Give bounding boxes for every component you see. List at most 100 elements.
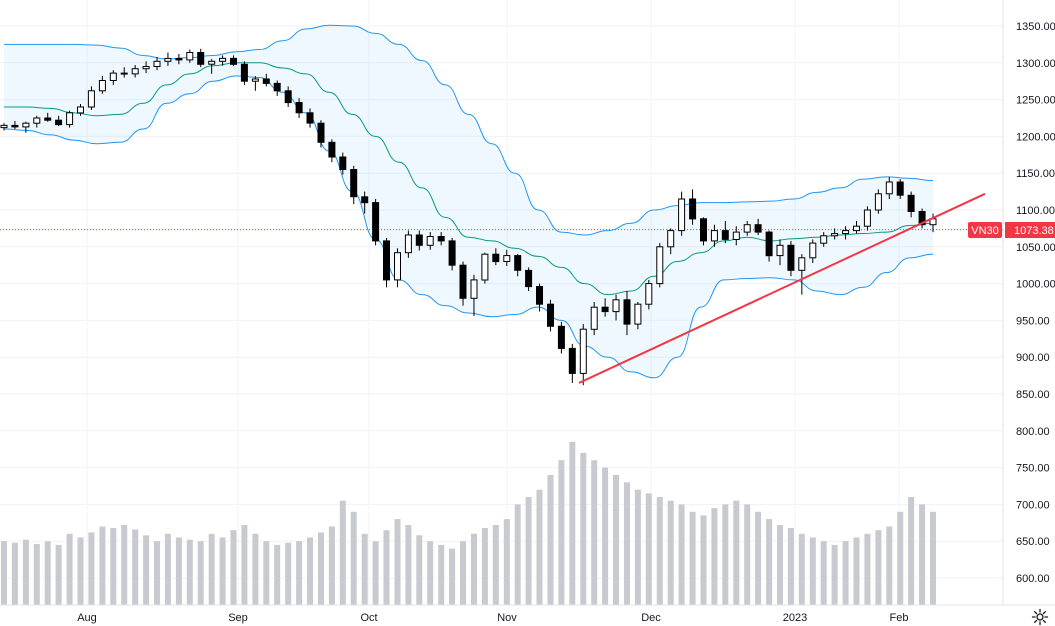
candle[interactable] <box>66 110 74 128</box>
candle[interactable] <box>700 217 707 246</box>
candle[interactable] <box>481 252 489 284</box>
candle[interactable] <box>623 290 631 336</box>
candle[interactable] <box>273 80 281 96</box>
candle[interactable] <box>503 249 511 266</box>
candle[interactable] <box>120 67 128 78</box>
candles[interactable] <box>0 48 937 386</box>
candle[interactable] <box>394 248 401 288</box>
candle[interactable] <box>842 226 850 240</box>
candle[interactable] <box>55 115 63 127</box>
candle[interactable] <box>667 228 675 255</box>
time-tick-label[interactable]: Feb <box>890 612 909 624</box>
candle[interactable] <box>656 243 664 288</box>
trendline-segment[interactable] <box>578 192 986 384</box>
candle[interactable] <box>44 112 52 122</box>
candle[interactable] <box>262 73 270 87</box>
time-axis[interactable]: Aug Sep Oct Nov Dec 2023 Feb <box>77 612 908 624</box>
candle[interactable] <box>208 59 216 74</box>
candle[interactable] <box>164 52 172 66</box>
candle[interactable] <box>601 298 609 317</box>
candle[interactable] <box>853 221 860 234</box>
candle[interactable] <box>798 254 806 295</box>
candle[interactable] <box>874 189 882 214</box>
candle[interactable] <box>743 221 751 236</box>
candle[interactable] <box>328 139 336 163</box>
candle[interactable] <box>514 254 522 277</box>
candle[interactable] <box>918 208 926 229</box>
candle[interactable] <box>284 86 292 107</box>
candle[interactable] <box>317 120 325 148</box>
candle[interactable] <box>557 321 565 354</box>
candle[interactable] <box>383 237 390 288</box>
candle[interactable] <box>426 232 434 250</box>
candle[interactable] <box>22 121 30 133</box>
candle[interactable] <box>820 232 828 247</box>
candle[interactable] <box>776 239 784 266</box>
candle[interactable] <box>372 198 380 246</box>
candle[interactable] <box>404 230 412 258</box>
candle-body-up <box>667 230 675 248</box>
candle[interactable] <box>634 302 642 330</box>
candle[interactable] <box>175 53 183 65</box>
trendline[interactable] <box>578 192 986 384</box>
candle[interactable] <box>33 115 41 128</box>
candle[interactable] <box>131 65 139 78</box>
time-tick-label[interactable]: Oct <box>360 612 377 624</box>
candle[interactable] <box>525 267 533 291</box>
candle[interactable] <box>470 274 478 316</box>
settings-gear-icon[interactable] <box>1031 608 1049 626</box>
time-tick-label[interactable]: 2023 <box>783 612 807 624</box>
candle[interactable] <box>437 232 445 246</box>
candle[interactable] <box>754 218 762 236</box>
candle[interactable] <box>896 179 904 199</box>
candle[interactable] <box>732 226 740 246</box>
candle[interactable] <box>863 206 871 231</box>
candle[interactable] <box>11 120 19 130</box>
candle[interactable] <box>448 237 456 271</box>
candle[interactable] <box>197 48 205 68</box>
candle[interactable] <box>0 123 8 131</box>
candle[interactable] <box>885 176 893 199</box>
candle[interactable] <box>98 76 106 94</box>
candle[interactable] <box>579 324 587 386</box>
candle[interactable] <box>710 224 718 247</box>
time-tick-label[interactable]: Nov <box>497 612 517 624</box>
candle[interactable] <box>678 191 686 236</box>
candle[interactable] <box>459 261 467 306</box>
candle[interactable] <box>109 70 117 85</box>
candle[interactable] <box>809 239 817 263</box>
candle[interactable] <box>153 56 161 71</box>
candle[interactable] <box>568 343 576 383</box>
candle[interactable] <box>87 86 95 110</box>
candle[interactable] <box>219 55 227 66</box>
candle[interactable] <box>240 61 248 85</box>
time-tick-label[interactable]: Sep <box>228 612 248 624</box>
candle[interactable] <box>590 302 598 336</box>
candle[interactable] <box>339 152 347 175</box>
price-axis[interactable]: 1350.00 1300.00 1250.00 1200.00 1150.00 1100.… <box>1016 21 1055 585</box>
candle[interactable] <box>350 165 358 205</box>
candle[interactable] <box>361 191 369 214</box>
candle[interactable] <box>77 104 84 116</box>
candle[interactable] <box>186 49 194 63</box>
time-tick-label[interactable]: Aug <box>77 612 97 624</box>
candle[interactable] <box>536 283 543 312</box>
candle[interactable] <box>721 221 729 244</box>
candle[interactable] <box>306 108 314 128</box>
time-tick-label[interactable]: Dec <box>641 612 661 624</box>
candle[interactable] <box>230 55 237 66</box>
candle[interactable] <box>251 76 259 91</box>
candle[interactable] <box>907 191 915 218</box>
candle[interactable] <box>645 279 653 310</box>
candle[interactable] <box>612 294 620 321</box>
candle[interactable] <box>295 98 303 118</box>
candle[interactable] <box>142 61 150 74</box>
candle[interactable] <box>689 189 697 225</box>
candle[interactable] <box>765 230 773 262</box>
candle[interactable] <box>415 230 423 251</box>
candle[interactable] <box>787 240 795 277</box>
candle[interactable] <box>831 228 839 240</box>
candle[interactable] <box>547 299 554 332</box>
candle[interactable] <box>492 248 500 266</box>
